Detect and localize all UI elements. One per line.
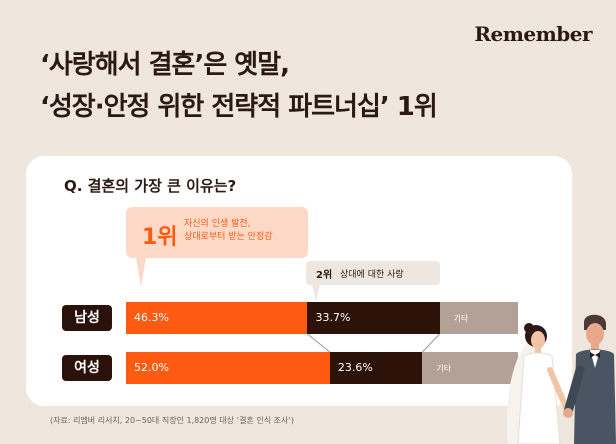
bar-row: 52.0% 23.6% 기타 xyxy=(126,352,518,384)
data-label: 23.6% xyxy=(337,361,373,374)
callout-rank-2-pointer xyxy=(312,284,320,302)
callout-rank-1-line-2: 상대로부터 받는 안정감 xyxy=(184,232,273,242)
data-label: 52.0% xyxy=(134,361,169,374)
callout-rank-2-badge: 2위 xyxy=(316,270,333,281)
row-label-female: 여성 xyxy=(62,355,112,381)
bar-segment: 기타 xyxy=(439,302,518,334)
data-label: 기타 xyxy=(453,314,469,323)
row-label-male: 남성 xyxy=(62,305,112,331)
callout-rank-1-text: 자신의 인생 발전, 상대로부터 받는 안정감 xyxy=(184,218,273,244)
bar-segment: 46.3% xyxy=(126,302,308,334)
callout-rank-2: 2위 상대에 대한 사랑 xyxy=(306,261,440,285)
headline-line-1: ‘사랑해서 결혼’은 옛말, xyxy=(40,50,290,80)
wedding-couple-illustration xyxy=(506,314,616,444)
callout-rank-1-badge: 1위 xyxy=(142,225,178,250)
headline: ‘사랑해서 결혼’은 옛말, ‘성장·안정 위한 전략적 파트너십’ 1위 xyxy=(40,44,438,128)
bar-segment: 33.7% xyxy=(307,302,440,334)
callout-rank-1: 1위 자신의 인생 발전, 상대로부터 받는 안정감 xyxy=(126,207,308,258)
data-label: 33.7% xyxy=(315,311,351,324)
headline-line-2: ‘성장·안정 위한 전략적 파트너십’ 1위 xyxy=(40,92,438,122)
bar-segment: 23.6% xyxy=(329,352,423,384)
bar-segment: 52.0% xyxy=(126,352,330,384)
question-title: Q. 결혼의 가장 큰 이유는? xyxy=(64,177,237,195)
callout-rank-2-text: 상대에 대한 사랑 xyxy=(340,270,404,280)
source-note: (자료: 리멤버 리서치, 20~50대 직장인 1,820명 대상 ‘결혼 인… xyxy=(50,416,294,425)
data-label: 46.3% xyxy=(134,311,169,324)
bar-segment: 기타 xyxy=(422,352,518,384)
bar-row: 46.3% 33.7% 기타 xyxy=(126,302,518,334)
brand-logo: Remember xyxy=(474,22,592,46)
callout-rank-1-line-1: 자신의 인생 발전, xyxy=(184,219,251,229)
callout-rank-1-pointer xyxy=(136,257,146,287)
data-label: 기타 xyxy=(436,364,452,373)
